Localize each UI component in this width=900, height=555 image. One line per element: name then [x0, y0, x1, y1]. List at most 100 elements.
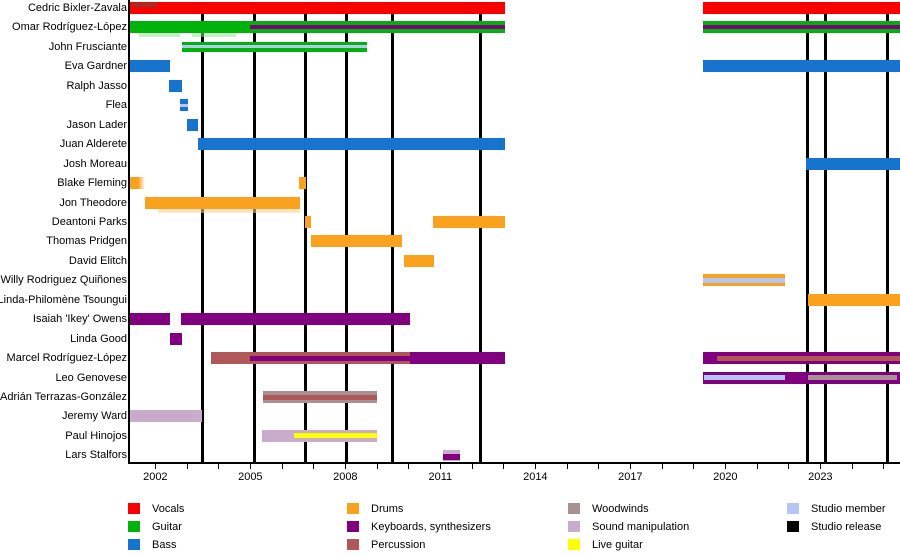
timeline-bar-keyboards: [169, 332, 182, 345]
timeline-bar-bass: [806, 157, 900, 170]
x-axis-year-label: 2008: [333, 471, 358, 483]
timeline-bar-guitar: [130, 21, 506, 34]
legend-label-studio_member: Studio member: [811, 503, 886, 515]
role-stripe-studio_member: [181, 45, 367, 49]
role-stripe-studio_member: [702, 277, 785, 283]
timeline-bar-keyboards: [703, 352, 900, 365]
legend-label-sound_manipulation: Sound manipulation: [592, 521, 690, 533]
x-axis-tick: [471, 464, 473, 469]
member-label: Blake Fleming: [57, 177, 127, 190]
member-label: Thomas Pridgen: [46, 235, 127, 248]
x-axis-tick: [629, 464, 631, 469]
x-axis-tick: [788, 464, 790, 469]
legend-label-studio_release: Studio release: [811, 521, 882, 533]
studio-release-line: [823, 2, 827, 462]
timeline-bar-drums: [702, 274, 785, 287]
legend-swatch-vocals: [128, 503, 140, 514]
legend-label-keyboards: Keyboards, synthesizers: [371, 521, 491, 533]
member-label: Paul Hinojos: [65, 429, 127, 442]
ghost-shading: [139, 33, 181, 38]
x-axis-year-label: 2017: [618, 471, 643, 483]
legend-swatch-bass: [128, 539, 140, 550]
timeline-bar-vocals: [703, 2, 900, 14]
studio-release-line: [252, 2, 256, 462]
legend-swatch-sound_manipulation: [568, 521, 580, 532]
x-axis-tick: [439, 464, 441, 469]
x-axis-tick: [534, 464, 536, 469]
role-stripe-woodwinds: [807, 375, 898, 381]
x-axis-year-label: 2011: [428, 471, 453, 483]
member-label: John Frusciante: [48, 40, 127, 53]
x-axis-year-label: 2014: [523, 471, 548, 483]
timeline-bar-drums: [299, 177, 307, 190]
x-axis-tick: [313, 464, 315, 469]
x-axis-tick: [503, 464, 505, 469]
member-label: Juan Alderete: [59, 138, 127, 151]
x-axis-tick: [819, 464, 821, 469]
x-axis-tick: [756, 464, 758, 469]
timeline-bar-bass: [187, 118, 199, 131]
legend-label-woodwinds: Woodwinds: [592, 503, 649, 515]
member-label: Adrián Terrazas-González: [0, 391, 127, 403]
x-axis-tick: [661, 464, 663, 469]
role-stripe-dark_red: [131, 3, 157, 7]
studio-release-line: [390, 2, 394, 462]
member-label: Deantoni Parks: [51, 215, 127, 228]
x-axis-tick: [883, 464, 885, 469]
timeline-bar-sound_manipulation: [262, 429, 377, 442]
timeline-bar-bass: [198, 138, 506, 151]
x-axis-year-label: 2005: [238, 471, 263, 483]
x-axis-tick: [154, 464, 156, 469]
timeline-bar-guitar: [181, 41, 367, 52]
member-label: Jeremy Ward: [62, 410, 127, 423]
ghost-shading: [192, 33, 237, 38]
legend-swatch-live_guitar: [568, 539, 580, 550]
x-axis-year-label: 2020: [713, 471, 738, 483]
legend-swatch-studio_member: [787, 503, 799, 514]
timeline-bar-sound_manipulation: [442, 449, 460, 461]
timeline-bar-drums: [305, 215, 312, 228]
legend-swatch-keyboards: [347, 521, 359, 532]
timeline-bar-drums: [144, 196, 301, 209]
timeline-bar-keyboards: [180, 313, 410, 326]
timeline-bar-keyboards: [703, 371, 900, 384]
legend-swatch-woodwinds: [568, 503, 580, 514]
role-stripe-studio_member: [703, 375, 785, 381]
member-label: Flea: [105, 99, 127, 112]
x-axis-tick: [598, 464, 600, 469]
timeline-bar-guitar: [703, 21, 900, 34]
timeline-bar-drums: [807, 293, 900, 306]
member-label: Jon Theodore: [59, 196, 127, 209]
member-label: Josh Moreau: [63, 157, 127, 170]
legend-label-bass: Bass: [152, 539, 177, 551]
timeline-bar-woodwinds: [262, 391, 377, 403]
timeline-bar-bass: [180, 99, 188, 112]
timeline-bar-drums: [130, 177, 146, 190]
member-label: Ralph Jasso: [66, 79, 127, 92]
legend-label-percussion: Percussion: [371, 539, 426, 551]
member-label: Isaiah 'Ikey' Owens: [32, 313, 127, 326]
legend-label-drums: Drums: [371, 503, 404, 515]
timeline-bar-bass: [703, 60, 900, 73]
legend-label-vocals: Vocals: [152, 503, 185, 515]
x-axis-tick: [249, 464, 251, 469]
role-stripe-keyboards: [442, 453, 460, 460]
timeline-bar-bass: [130, 60, 170, 73]
x-axis-tick: [724, 464, 726, 469]
role-stripe-percussion: [262, 394, 377, 400]
studio-release-line: [478, 2, 482, 462]
x-axis-year-label: 2002: [143, 471, 168, 483]
member-label: Lars Stalfors: [65, 449, 127, 462]
x-axis-year-label: 2023: [808, 471, 833, 483]
timeline-bar-sound_manipulation: [130, 410, 202, 423]
timeline-bar-drums: [433, 215, 506, 228]
studio-release-line: [303, 2, 307, 462]
legend-swatch-guitar: [128, 521, 140, 532]
x-axis-line: [128, 462, 900, 464]
legend-label-guitar: Guitar: [152, 521, 182, 533]
member-label: Omar Rodríguez-López: [12, 21, 127, 34]
role-stripe-percussion: [716, 355, 900, 361]
x-axis-tick: [851, 464, 853, 469]
plot-left-axis-line: [128, 0, 130, 462]
member-label: David Elitch: [68, 254, 127, 267]
